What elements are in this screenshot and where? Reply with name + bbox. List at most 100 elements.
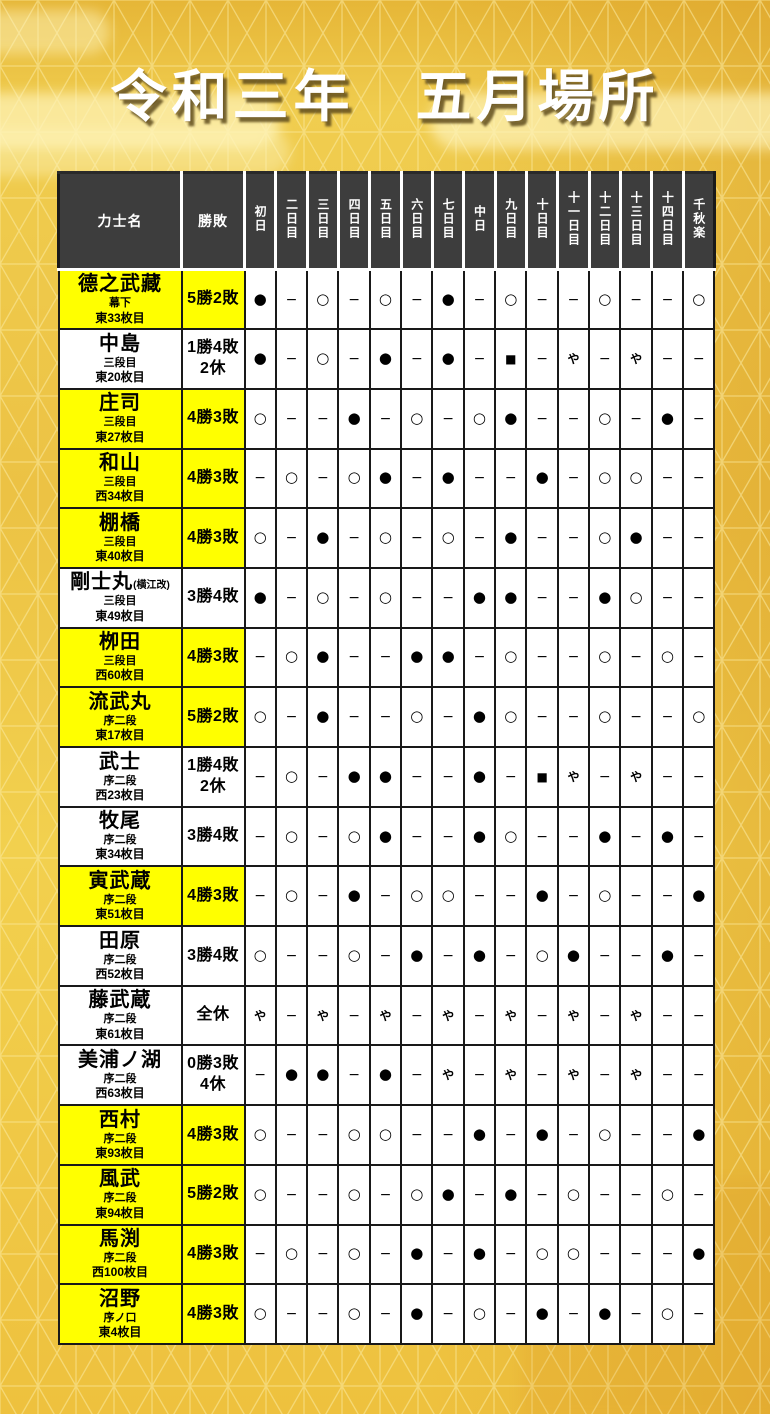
wrestler-position: 東27枚目 — [95, 429, 145, 444]
day-result-cell: ○ — [588, 507, 622, 569]
wrestler-rank: 序二段 — [103, 953, 137, 966]
day-result-cell: ● — [462, 805, 497, 868]
no-bout-dash: − — [661, 1126, 674, 1143]
day-result-cell: − — [588, 1163, 622, 1226]
header-day-label: 七日目 — [441, 197, 456, 240]
day-result-cell: − — [431, 686, 465, 748]
loss-circle-icon: ● — [504, 528, 518, 547]
day-result-cell: ■ — [525, 746, 559, 808]
day-result-cell: ○ — [682, 268, 716, 331]
day-result-cell: − — [400, 447, 434, 510]
no-bout-dash: − — [630, 291, 642, 308]
wrestler-name-line: 馬渕 — [60, 1229, 181, 1250]
loss-circle-icon: ● — [472, 707, 486, 726]
day-result-cell: や — [368, 984, 403, 1047]
day-result-cell: − — [431, 1283, 465, 1345]
table-row: 棚橋 三段目 東40枚目 4勝3敗 ○ − ● − ○ − ○ − ● − − ○ ● − − — [57, 507, 716, 569]
day-result-cell: − — [525, 805, 559, 868]
no-bout-dash: − — [442, 410, 454, 427]
rest-marker: や — [630, 1008, 643, 1023]
win-circle-icon: ○ — [253, 945, 267, 964]
day-result-cell: ○ — [306, 268, 340, 331]
wrestler-rank: 三段目 — [103, 535, 137, 548]
day-result-cell: − — [306, 1223, 340, 1286]
day-result-cell: − — [619, 387, 653, 450]
header-day-label: 四日目 — [347, 197, 362, 240]
header-day-label: 十二日目 — [597, 190, 612, 247]
wrestler-position: 東4枚目 — [98, 1324, 142, 1339]
day-result-cell: ● — [494, 1163, 528, 1226]
day-result-cell: や — [556, 984, 591, 1047]
no-bout-dash: − — [692, 410, 705, 427]
day-result-cell: − — [337, 984, 371, 1047]
day-result-cell: や — [306, 984, 340, 1047]
day-result-cell: や — [619, 1044, 653, 1107]
wrestler-name: 寅武蔵 — [88, 869, 152, 892]
day-result-cell: − — [588, 925, 622, 987]
loss-circle-icon: ● — [347, 408, 361, 427]
header-day-label: 九日目 — [503, 197, 518, 240]
wrestler-name: 牧尾 — [99, 810, 141, 833]
loss-circle-icon: ● — [692, 1244, 706, 1263]
win-circle-icon: ○ — [692, 707, 706, 726]
day-result-cell: ○ — [556, 1163, 591, 1226]
no-bout-dash: − — [598, 947, 611, 964]
no-bout-dash: − — [630, 649, 642, 666]
no-bout-dash: − — [410, 1067, 423, 1084]
win-circle-icon: ○ — [284, 1244, 299, 1263]
day-result-cell: ○ — [431, 865, 465, 928]
no-bout-dash: − — [254, 649, 267, 666]
day-result-cell: − — [619, 1283, 653, 1345]
record-line: 1勝4敗 — [187, 339, 239, 357]
day-result-cell: − — [682, 746, 716, 808]
day-result-cell: ● — [462, 686, 497, 748]
table-row: 寅武蔵 序二段 東51枚目 4勝3敗 − ○ − ● − ○ ○ − − ● − ○ − − ● — [57, 865, 716, 928]
table-row: 武士 序二段 西23枚目 1勝4敗 2休 − ○ − ● ● − − ● − ■ や − や − − — [57, 746, 716, 808]
header-day-14: 十四日目 — [650, 171, 685, 271]
day-result-cell: − — [274, 507, 309, 569]
no-bout-dash: − — [661, 1007, 674, 1024]
wrestler-name-line: 中島 — [60, 333, 181, 355]
loss-circle-icon: ● — [441, 289, 455, 308]
wrestler-name-cell: 流武丸 序二段 東17枚目 — [57, 686, 183, 748]
day-result-cell: − — [525, 507, 559, 569]
day-result-cell: ○ — [243, 925, 277, 987]
loss-circle-icon: ● — [598, 587, 612, 606]
day-result-cell: − — [556, 507, 591, 569]
no-bout-dash: − — [598, 351, 611, 368]
day-result-cell: ● — [400, 1283, 434, 1345]
wrestler-rank: 序二段 — [103, 1192, 137, 1205]
header-day-3: 三日目 — [305, 171, 341, 271]
day-result-cell: ● — [494, 387, 528, 450]
loss-circle-icon: ● — [410, 647, 424, 666]
no-bout-dash: − — [504, 768, 517, 785]
wrestler-rank: 序二段 — [103, 1132, 137, 1145]
record-cell: 4勝3敗 — [180, 1223, 246, 1286]
rest-marker: や — [442, 1008, 455, 1023]
record-line: 4勝3敗 — [187, 1125, 239, 1143]
no-bout-dash: − — [692, 649, 705, 666]
header-record: 勝敗 — [180, 171, 246, 271]
no-bout-dash: − — [567, 649, 580, 666]
no-bout-dash: − — [661, 291, 674, 308]
no-bout-dash: − — [285, 589, 298, 606]
day-result-cell: ● — [494, 507, 528, 569]
day-result-cell: や — [619, 746, 653, 808]
win-circle-icon: ○ — [566, 1244, 580, 1263]
no-bout-dash: − — [379, 410, 392, 427]
day-result-cell: ○ — [337, 1104, 371, 1166]
day-result-cell: − — [650, 746, 685, 808]
loss-circle-icon: ● — [660, 826, 674, 845]
day-result-cell: ○ — [400, 686, 434, 748]
loss-circle-icon: ● — [410, 1304, 424, 1323]
loss-circle-icon: ● — [472, 587, 486, 606]
loss-circle-icon: ● — [378, 349, 393, 368]
wrestler-name-line: 和山 — [60, 453, 181, 474]
header-day-15: 千秋楽 — [681, 171, 716, 271]
record-cell: 4勝3敗 — [180, 1283, 246, 1345]
wrestler-position: 東61枚目 — [95, 1026, 145, 1041]
no-bout-dash: − — [692, 768, 705, 785]
day-result-cell: ● — [243, 268, 277, 331]
record-line: 3勝4敗 — [187, 827, 239, 845]
wrestler-name: 棚橋 — [99, 511, 141, 534]
